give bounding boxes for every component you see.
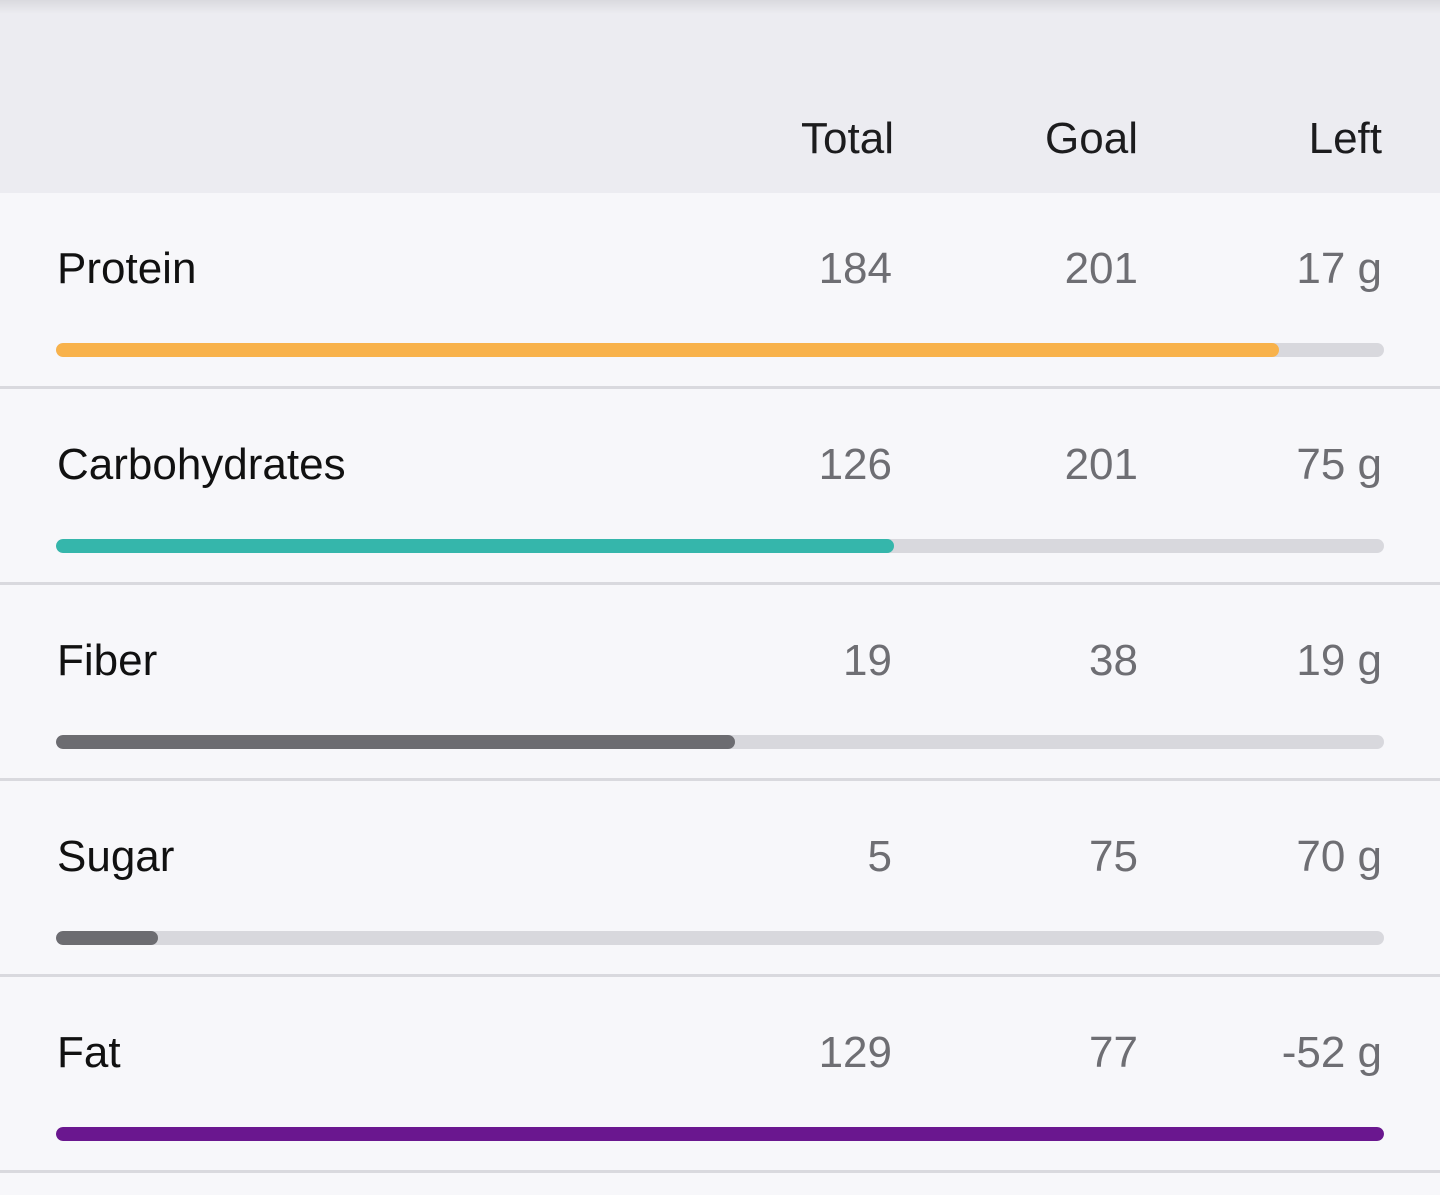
table-header: Total Goal Left (0, 0, 1440, 193)
nutrient-row-protein[interactable]: Protein 184 201 17 g (0, 193, 1440, 389)
nutrient-name: Protein (57, 244, 197, 293)
nutrient-left: 75 g (1296, 440, 1382, 489)
nutrient-name: Sugar (57, 832, 175, 881)
column-header-goal: Goal (1045, 114, 1138, 163)
progress-fill (56, 1127, 1384, 1141)
nutrient-name: Fat (57, 1028, 121, 1077)
nutrient-left: 17 g (1296, 244, 1382, 293)
progress-track (56, 735, 1384, 749)
nutrient-goal: 77 (1089, 1028, 1138, 1077)
nutrient-row-sugar[interactable]: Sugar 5 75 70 g (0, 781, 1440, 977)
progress-track (56, 343, 1384, 357)
nutrient-total: 126 (818, 440, 892, 489)
nutrient-name: Fiber (57, 636, 158, 685)
nutrient-total: 19 (843, 636, 892, 685)
nutrient-goal: 201 (1064, 244, 1138, 293)
nutrient-left: 19 g (1296, 636, 1382, 685)
progress-track (56, 539, 1384, 553)
progress-fill (56, 931, 159, 945)
nutrient-goal: 38 (1089, 636, 1138, 685)
nutrient-row-fat[interactable]: Fat 129 77 -52 g (0, 977, 1440, 1173)
nutrient-name: Carbohydrates (57, 440, 346, 489)
progress-fill (56, 343, 1280, 357)
nutrient-left: 70 g (1296, 832, 1382, 881)
nutrient-row-fiber[interactable]: Fiber 19 38 19 g (0, 585, 1440, 781)
nutrient-total: 5 (867, 832, 892, 881)
nutrient-goal: 75 (1089, 832, 1138, 881)
nutrient-goal: 201 (1064, 440, 1138, 489)
nutrient-total: 129 (818, 1028, 892, 1077)
nutrient-list: Protein 184 201 17 g Carbohydrates 126 2… (0, 193, 1440, 1173)
progress-fill (56, 539, 894, 553)
nutrient-left: -52 g (1281, 1028, 1382, 1077)
nutrient-total: 184 (818, 244, 892, 293)
nutrient-row-carbohydrates[interactable]: Carbohydrates 126 201 75 g (0, 389, 1440, 585)
progress-track (56, 931, 1384, 945)
column-header-total: Total (801, 114, 894, 163)
progress-track (56, 1127, 1384, 1141)
progress-fill (56, 735, 735, 749)
column-header-left: Left (1308, 114, 1382, 163)
